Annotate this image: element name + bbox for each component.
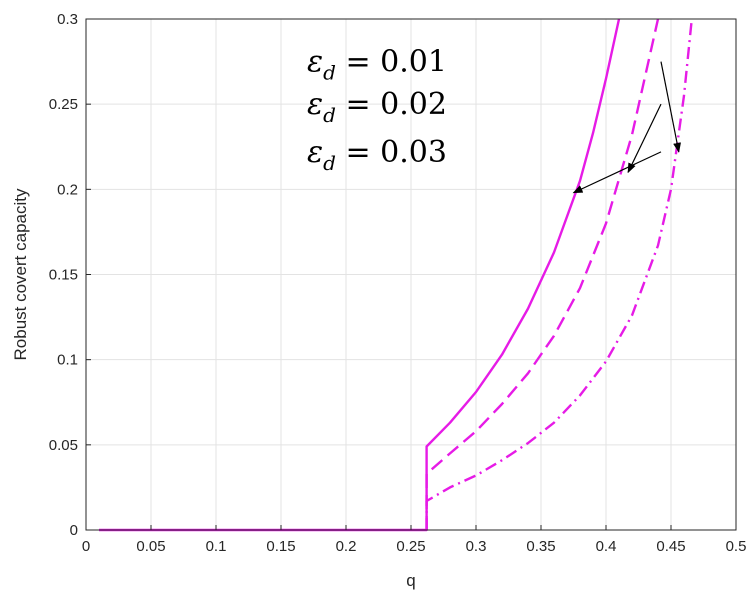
series-line-dashdot xyxy=(425,18,693,530)
y-tick-label: 0 xyxy=(70,522,78,539)
annotation-value: = 0.01 xyxy=(336,45,447,80)
y-tick-label: 0.25 xyxy=(49,96,78,113)
grid xyxy=(86,19,736,530)
series-line-solid xyxy=(99,18,621,532)
annotation-label: εd = 0.03 xyxy=(307,135,447,175)
annotation-symbol: ε xyxy=(307,135,323,170)
annotation-symbol: ε xyxy=(307,45,323,80)
x-tick-label: 0.2 xyxy=(336,538,357,555)
annotation-arrow xyxy=(572,151,662,194)
annotation-subscript: d xyxy=(323,151,336,175)
x-tick-label: 0.05 xyxy=(136,538,165,555)
x-tick-label: 0.5 xyxy=(726,538,747,555)
annotation-label: εd = 0.01 xyxy=(307,45,447,85)
y-tick-label: 0.3 xyxy=(57,11,78,28)
y-axis-label: Robust covert capacity xyxy=(11,188,30,360)
annotation-arrow xyxy=(660,61,681,153)
annotation-symbol: ε xyxy=(307,87,323,122)
annotation-value: = 0.02 xyxy=(336,87,447,122)
x-tick-label: 0.35 xyxy=(526,538,555,555)
series-group xyxy=(99,18,693,532)
tick-labels: 0 0.05 0.1 0.15 0.2 0.25 0.3 0.35 0.4 0.45 0.5 0 0.0… xyxy=(49,11,747,555)
y-tick-label: 0.2 xyxy=(57,181,78,198)
series-line-dashed xyxy=(425,18,660,530)
y-tick-label: 0.1 xyxy=(57,352,78,369)
y-tick-label: 0.15 xyxy=(49,267,78,284)
annotation-subscript: d xyxy=(323,103,336,127)
x-tick-label: 0.15 xyxy=(266,538,295,555)
x-tick-label: 0.3 xyxy=(466,538,487,555)
x-tick-label: 0.1 xyxy=(206,538,227,555)
annotation-arrow xyxy=(627,103,662,174)
x-axis-label: q xyxy=(406,571,415,590)
x-tick-label: 0 xyxy=(82,538,90,555)
x-tick-label: 0.25 xyxy=(396,538,425,555)
x-tick-label: 0.4 xyxy=(596,538,617,555)
annotation-value: = 0.03 xyxy=(336,135,447,170)
x-tick-label: 0.45 xyxy=(656,538,685,555)
annotation-subscript: d xyxy=(323,61,336,85)
y-tick-label: 0.05 xyxy=(49,437,78,454)
annotation-label: εd = 0.02 xyxy=(307,87,447,127)
